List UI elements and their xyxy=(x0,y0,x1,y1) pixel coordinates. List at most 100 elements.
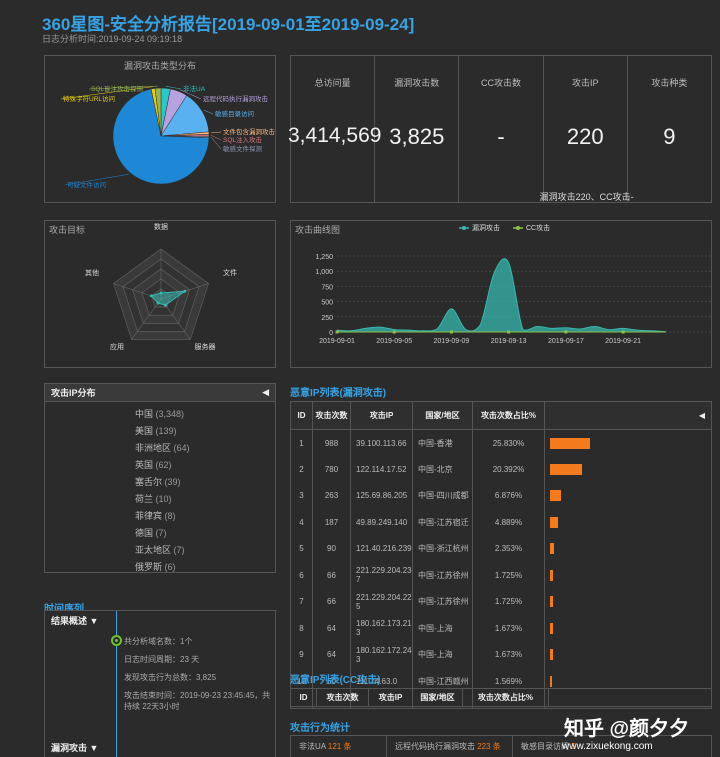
legend-marker xyxy=(516,226,520,230)
radar-axis xyxy=(131,298,162,340)
radar-axis-label: 应用 xyxy=(110,342,124,351)
pct-bar xyxy=(550,649,553,661)
table-row[interactable]: 2 780 122.114.17.52 中国-北京 20.392% xyxy=(290,456,712,483)
table-row[interactable]: 6 66 221.229.204.237 中国-江苏徐州 1.725% xyxy=(290,562,712,589)
ip-distribution-item[interactable]: 荷兰 (10) xyxy=(45,491,275,508)
pct-bar xyxy=(550,596,553,608)
ip-distribution-item[interactable]: 英国 (62) xyxy=(45,457,275,474)
legend-label[interactable]: 漏洞攻击 xyxy=(472,223,500,232)
ip-distribution-item[interactable]: 美国 (139) xyxy=(45,423,275,440)
watermark-url: www.zixuekong.com xyxy=(562,741,653,752)
cell-count: 64 xyxy=(312,615,351,642)
ip-region-name: 亚太地区 xyxy=(135,545,172,555)
col-ip: 攻击IP xyxy=(368,688,413,707)
timeline-dot-icon xyxy=(111,635,122,646)
summary-label: 结果概述 xyxy=(51,616,88,626)
ip-region-count: (7) xyxy=(155,528,167,538)
ip-distribution-item[interactable]: 亚太地区 (7) xyxy=(45,542,275,559)
cc-series-point xyxy=(621,330,625,334)
ip-region-name: 中国 xyxy=(135,409,154,419)
table-row[interactable]: 7 66 221.229.204.225 中国-江苏徐州 1.725% xyxy=(290,588,712,615)
cell-pct: 6.876% xyxy=(472,482,545,509)
behavior-count: 121 条 xyxy=(327,742,352,751)
vuln-series-line[interactable] xyxy=(336,258,667,333)
table-row[interactable]: 8 64 180.162.173.213 中国-上海 1.673% xyxy=(290,615,712,642)
stat-value: 9 xyxy=(663,124,676,149)
cc-ip-table: ID 攻击次数 攻击IP 国家/地区 攻击次数占比% xyxy=(290,688,712,707)
summary-line: 发现攻击行为总数：3,825 xyxy=(124,673,217,682)
ip-region-count: (7) xyxy=(173,545,185,555)
table-row[interactable]: 5 90 121.40.216.239 中国-浙江杭州 2.353% xyxy=(290,535,712,562)
pie-label: 非法UA xyxy=(183,84,206,93)
ip-region-name: 塞舌尔 xyxy=(135,477,163,487)
ip-distribution-item[interactable]: 中国 (3,348) xyxy=(45,406,275,423)
ip-region-count: (39) xyxy=(164,477,181,487)
cell-count: 64 xyxy=(312,641,351,668)
pie-slice[interactable] xyxy=(154,87,162,137)
pie-label: SQL注入攻击 xyxy=(223,135,263,144)
cell-id: 9 xyxy=(290,641,313,668)
summary-toggle[interactable]: 结果概述 ▼ xyxy=(51,614,98,627)
col-pct: 攻击次数占比% xyxy=(472,401,545,430)
cell-pct: 1.725% xyxy=(472,588,545,615)
col-region: 国家/地区 xyxy=(412,401,473,430)
table-row[interactable]: 9 64 180.162.172.243 中国-上海 1.673% xyxy=(290,641,712,668)
cell-pct: 2.353% xyxy=(472,535,545,562)
vuln-ip-table: ID 攻击次数 攻击IP 国家/地区 攻击次数占比% ◀ 1 988 39.100.… xyxy=(290,401,712,709)
col-region: 国家/地区 xyxy=(412,688,463,707)
vuln-toggle[interactable]: 漏洞攻击 ▼ xyxy=(51,741,98,754)
cell-region: 中国-江苏徐州 xyxy=(412,588,473,615)
radar-panel: 攻击目标 数据 文件 服务器 应用 其他 xyxy=(44,220,276,368)
cell-ip: 125.69.86.205 xyxy=(350,482,413,509)
legend-label[interactable]: CC攻击 xyxy=(526,223,550,232)
collapse-arrow-icon[interactable]: ◀ xyxy=(544,401,712,430)
y-tick-label: 750 xyxy=(321,284,333,291)
pie-leader-line xyxy=(64,173,129,186)
cell-count: 66 xyxy=(312,588,351,615)
cell-count: 66 xyxy=(312,562,351,589)
ip-distribution-item[interactable]: 俄罗斯 (6) xyxy=(45,559,275,576)
radar-title: 攻击目标 xyxy=(49,225,86,235)
table-row[interactable]: 3 263 125.69.86.205 中国-四川成都 6.876% xyxy=(290,482,712,509)
pie-label: 可疑文件访问 xyxy=(67,180,106,189)
col-count: 攻击次数 xyxy=(312,401,351,430)
pct-bar xyxy=(550,675,553,687)
cell-count: 90 xyxy=(312,535,351,562)
stat-value: - xyxy=(497,124,505,149)
radar-axis-label: 数据 xyxy=(154,222,168,231)
table-row[interactable]: 4 187 49.89.249.140 中国-江苏宿迁 4.889% xyxy=(290,509,712,536)
ip-distribution-item[interactable]: 非洲地区 (64) xyxy=(45,440,275,457)
cell-ip: 180.162.172.243 xyxy=(350,641,413,668)
cell-pct: 1.725% xyxy=(472,562,545,589)
pie-slice[interactable] xyxy=(112,88,210,185)
cell-count: 263 xyxy=(312,482,351,509)
ip-distribution-item[interactable]: 德国 (7) xyxy=(45,525,275,542)
cell-bar xyxy=(544,615,712,642)
pie-leader-line xyxy=(88,85,158,90)
y-tick-label: 1,250 xyxy=(315,254,333,261)
cell-ip: 49.89.249.140 xyxy=(350,509,413,536)
behavior-label: 远程代码执行漏洞攻击 xyxy=(395,742,475,751)
vuln-series-area xyxy=(337,258,666,332)
ip-distribution-item[interactable]: 菲律宾 (8) xyxy=(45,508,275,525)
ip-distribution-item[interactable]: 塞舌尔 (39) xyxy=(45,474,275,491)
cell-ip: 221.229.204.237 xyxy=(350,562,413,589)
ip-region-name: 菲律宾 xyxy=(135,511,163,521)
table-row[interactable]: 1 988 39.100.113.66 中国-香港 25.830% xyxy=(290,429,712,456)
behavior-item: 敏感目录访问 5 xyxy=(513,736,584,757)
ip-distribution-list: 中国 (3,348) 美国 (139) 非洲地区 (64) 英国 (62) 塞舌尔 (3… xyxy=(45,402,275,576)
cell-bar xyxy=(544,535,712,562)
cell-pct: 1.673% xyxy=(472,641,545,668)
cell-bar xyxy=(544,482,712,509)
cell-count: 988 xyxy=(312,429,351,456)
cell-ip: 221.229.204.225 xyxy=(350,588,413,615)
radar-series[interactable] xyxy=(150,290,187,306)
pie-label: 敏感目录访问 xyxy=(215,109,254,118)
cell-ip: 39.100.113.66 xyxy=(350,429,413,456)
collapse-arrow-icon[interactable]: ◀ xyxy=(262,387,269,397)
behavior-stats: 非法UA 121 条 远程代码执行漏洞攻击 223 条 敏感目录访问 5 xyxy=(290,735,712,757)
ip-distribution-header[interactable]: 攻击IP分布 ◀ xyxy=(45,384,275,402)
radar-point xyxy=(159,291,163,295)
